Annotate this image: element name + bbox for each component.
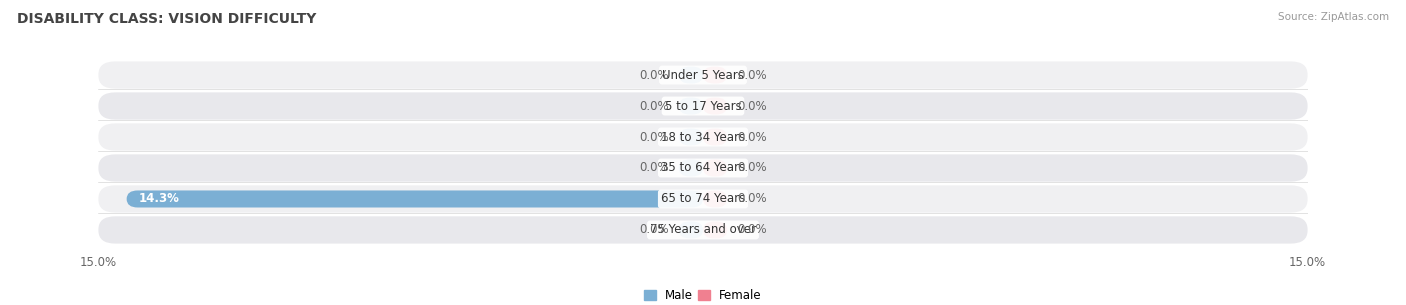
- Text: 0.0%: 0.0%: [640, 161, 669, 174]
- Legend: Male, Female: Male, Female: [640, 284, 766, 305]
- FancyBboxPatch shape: [679, 98, 703, 115]
- Text: 18 to 34 Years: 18 to 34 Years: [661, 131, 745, 144]
- FancyBboxPatch shape: [703, 190, 727, 207]
- Text: 0.0%: 0.0%: [737, 161, 766, 174]
- Text: 0.0%: 0.0%: [640, 69, 669, 81]
- FancyBboxPatch shape: [98, 185, 1308, 213]
- Text: 0.0%: 0.0%: [737, 99, 766, 113]
- Text: 0.0%: 0.0%: [640, 99, 669, 113]
- FancyBboxPatch shape: [98, 216, 1308, 244]
- Text: 75 Years and over: 75 Years and over: [650, 224, 756, 236]
- Text: 14.3%: 14.3%: [139, 192, 180, 206]
- FancyBboxPatch shape: [703, 160, 727, 177]
- FancyBboxPatch shape: [703, 98, 727, 115]
- FancyBboxPatch shape: [98, 92, 1308, 120]
- Text: 0.0%: 0.0%: [640, 224, 669, 236]
- FancyBboxPatch shape: [127, 190, 703, 207]
- Text: 0.0%: 0.0%: [737, 131, 766, 144]
- FancyBboxPatch shape: [703, 221, 727, 239]
- Text: 0.0%: 0.0%: [737, 69, 766, 81]
- FancyBboxPatch shape: [679, 221, 703, 239]
- FancyBboxPatch shape: [703, 128, 727, 145]
- Text: 5 to 17 Years: 5 to 17 Years: [665, 99, 741, 113]
- Text: 65 to 74 Years: 65 to 74 Years: [661, 192, 745, 206]
- Text: 35 to 64 Years: 35 to 64 Years: [661, 161, 745, 174]
- Text: 0.0%: 0.0%: [640, 131, 669, 144]
- FancyBboxPatch shape: [98, 154, 1308, 181]
- Text: 0.0%: 0.0%: [737, 192, 766, 206]
- Text: Source: ZipAtlas.com: Source: ZipAtlas.com: [1278, 12, 1389, 22]
- FancyBboxPatch shape: [98, 124, 1308, 151]
- FancyBboxPatch shape: [679, 66, 703, 84]
- FancyBboxPatch shape: [703, 66, 727, 84]
- Text: 0.0%: 0.0%: [737, 224, 766, 236]
- FancyBboxPatch shape: [679, 160, 703, 177]
- FancyBboxPatch shape: [98, 61, 1308, 89]
- Text: Under 5 Years: Under 5 Years: [662, 69, 744, 81]
- Text: DISABILITY CLASS: VISION DIFFICULTY: DISABILITY CLASS: VISION DIFFICULTY: [17, 12, 316, 26]
- FancyBboxPatch shape: [679, 128, 703, 145]
